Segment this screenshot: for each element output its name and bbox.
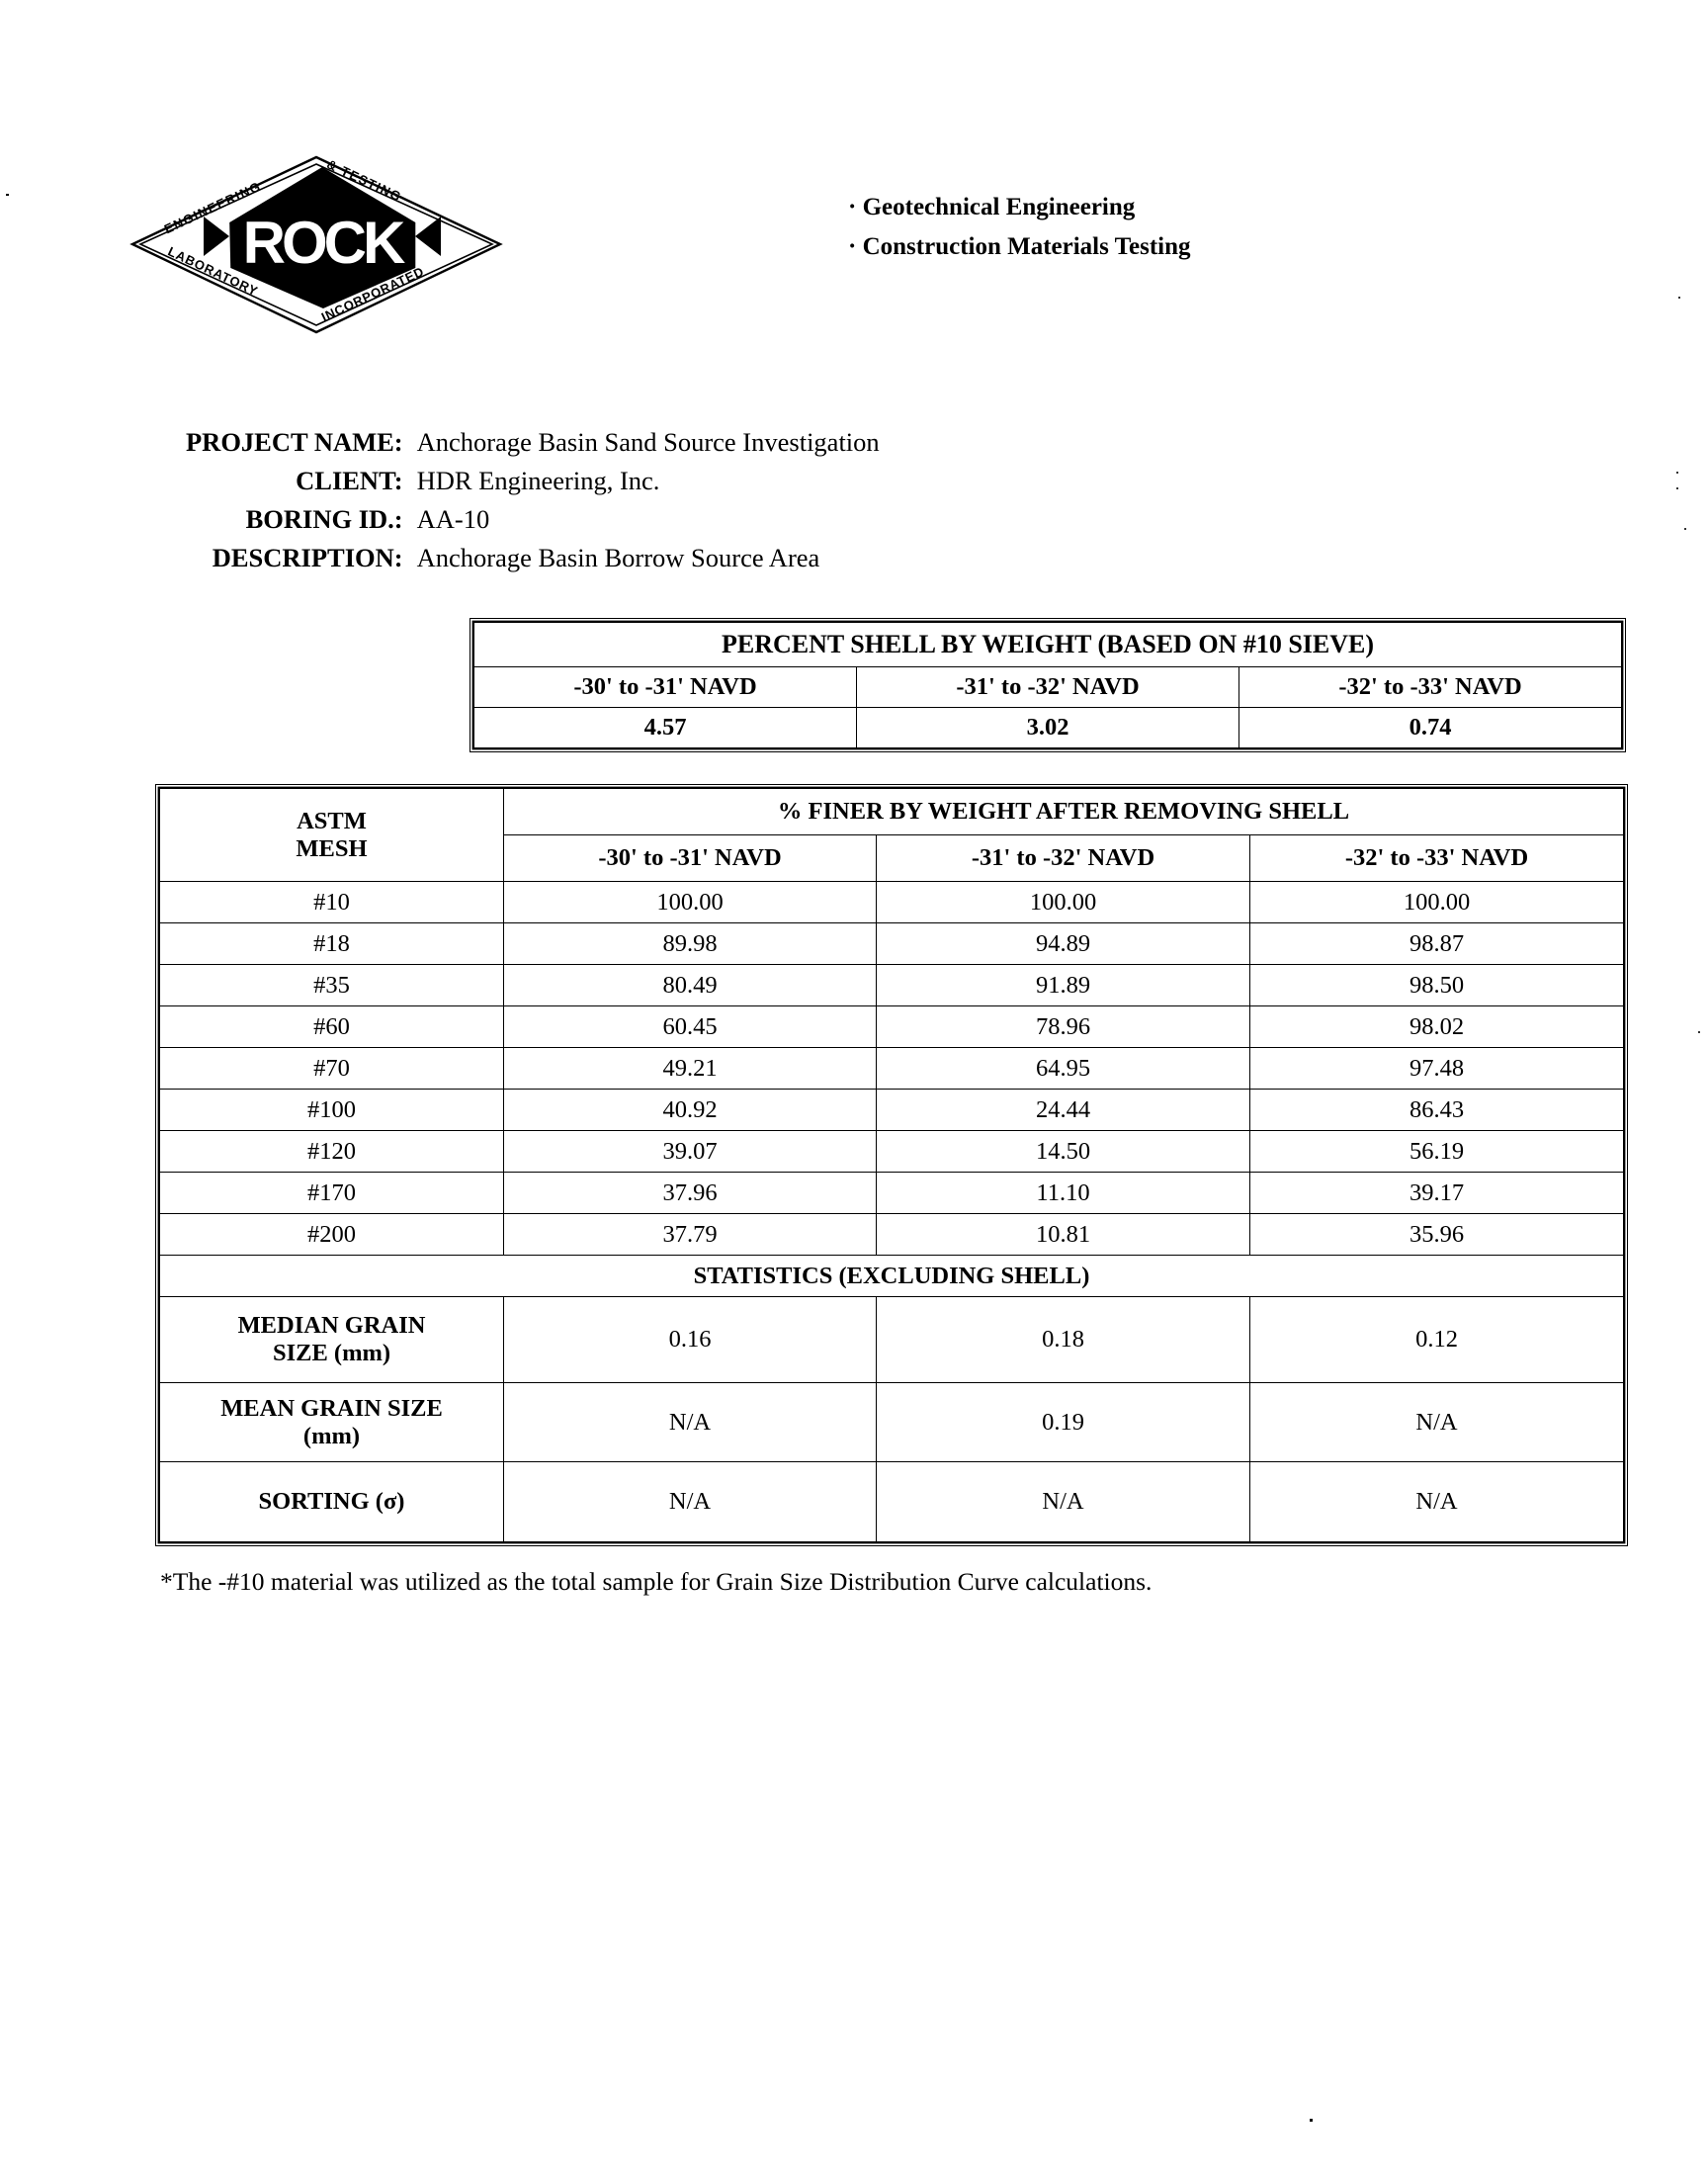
svg-text:ROCK: ROCK xyxy=(243,210,405,276)
